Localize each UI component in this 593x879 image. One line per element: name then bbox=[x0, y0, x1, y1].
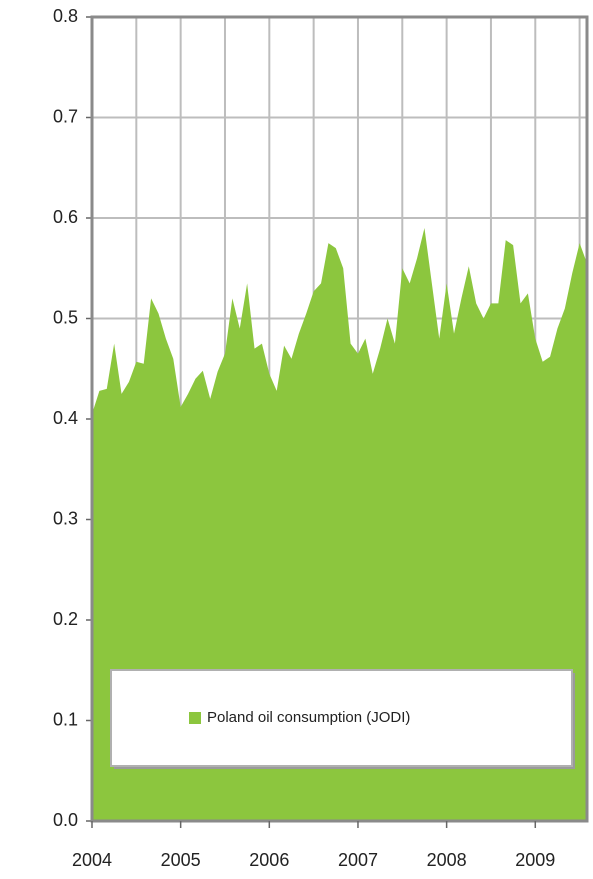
y-tick-label: 0.4 bbox=[53, 408, 78, 428]
x-tick-label: 2007 bbox=[338, 850, 378, 870]
x-tick-label: 2005 bbox=[161, 850, 201, 870]
x-tick-label: 2006 bbox=[249, 850, 289, 870]
x-tick-label: 2008 bbox=[427, 850, 467, 870]
plot-border bbox=[90, 15, 589, 823]
y-tick-label: 0.5 bbox=[53, 307, 78, 327]
y-tick-label: 0.7 bbox=[53, 106, 78, 126]
legend-label: Poland oil consumption (JODI) bbox=[207, 709, 410, 726]
y-tick-label: 0.1 bbox=[53, 709, 78, 729]
x-tick-label: 2009 bbox=[515, 850, 555, 870]
x-tick-label: 2004 bbox=[72, 850, 112, 870]
legend-swatch bbox=[189, 712, 201, 724]
y-tick-label: 0.3 bbox=[53, 508, 78, 528]
y-tick-label: 0.0 bbox=[53, 810, 78, 830]
y-tick-label: 0.6 bbox=[53, 207, 78, 227]
y-tick-label: 0.2 bbox=[53, 609, 78, 629]
legend bbox=[110, 669, 573, 767]
y-tick-label: 0.8 bbox=[53, 6, 78, 26]
